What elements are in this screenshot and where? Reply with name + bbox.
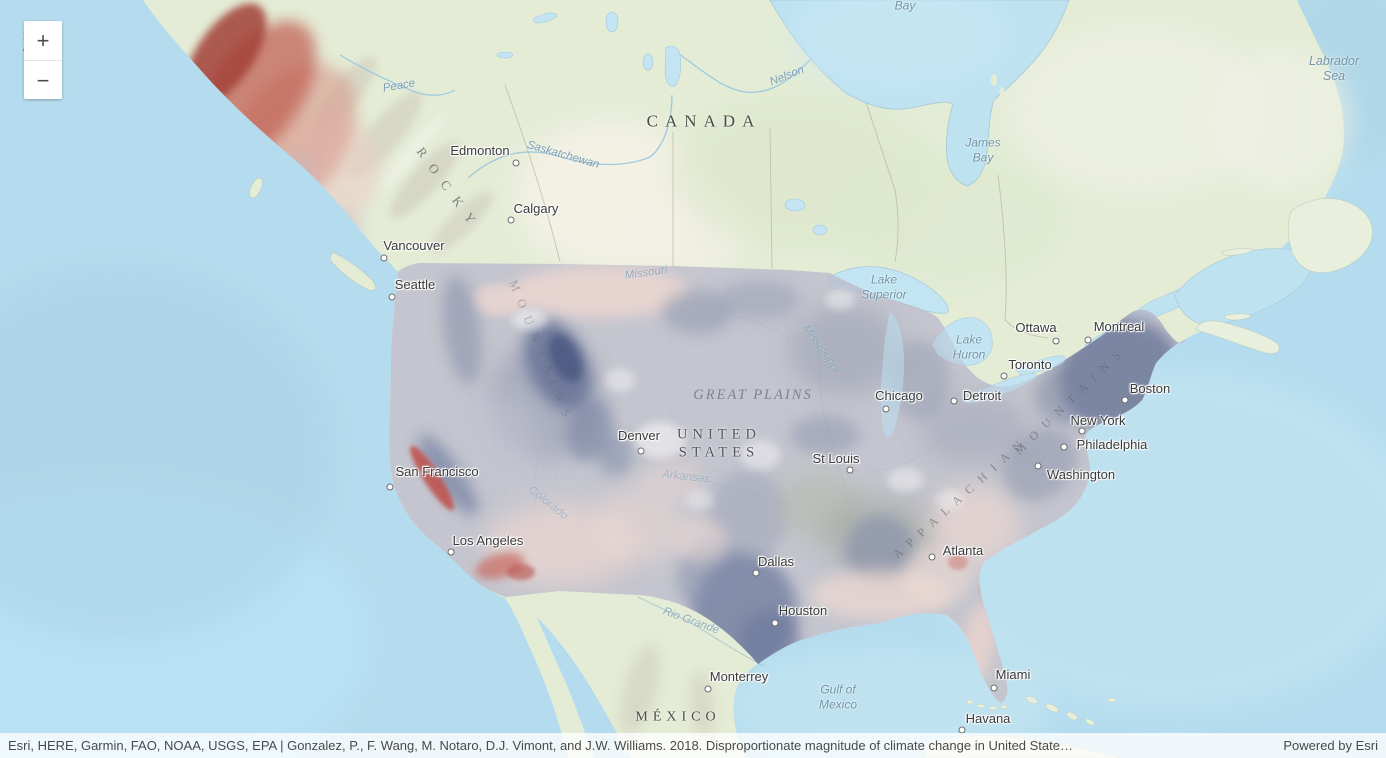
- zoom-out-button[interactable]: −: [24, 60, 62, 99]
- pacific-islands: [249, 177, 377, 291]
- newfoundland: [1287, 197, 1373, 273]
- attribution-sources: Esri, HERE, Garmin, FAO, NOAA, USGS, EPA…: [8, 738, 1073, 753]
- prince-edward-island: [1223, 313, 1253, 321]
- zoom-in-button[interactable]: +: [24, 21, 62, 60]
- nova-scotia: [1195, 320, 1280, 354]
- attribution-bar: Esri, HERE, Garmin, FAO, NOAA, USGS, EPA…: [0, 733, 1386, 758]
- zoom-control: + −: [24, 21, 62, 99]
- belcher-islands: [991, 74, 1005, 97]
- caribbean-islands: [965, 696, 1117, 726]
- lakes-north: [496, 11, 828, 236]
- vancouver-island: [329, 251, 377, 291]
- anticosti-island: [1221, 247, 1255, 256]
- powered-by-esri-link[interactable]: Powered by Esri: [1283, 738, 1378, 753]
- admin-borders: [504, 59, 1049, 339]
- atlantic-islands: [1195, 197, 1373, 354]
